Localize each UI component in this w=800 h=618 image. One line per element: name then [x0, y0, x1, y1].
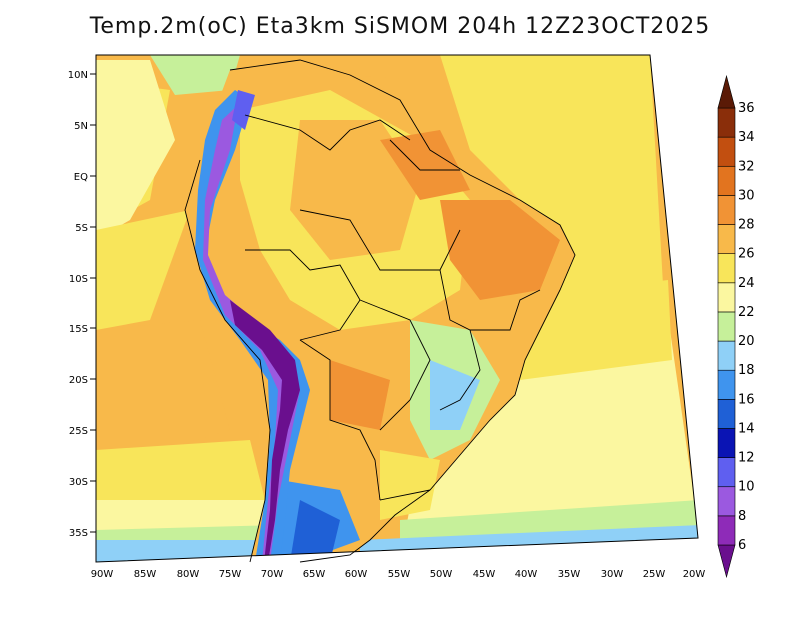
lon-label-50w: 50W [430, 569, 453, 580]
colorbar-swatch [717, 369, 736, 400]
colorbar-swatch [717, 340, 736, 371]
colorbar-label: 28 [738, 218, 755, 233]
lat-label-10s: 10S [69, 274, 88, 285]
lon-label-70w: 70W [261, 569, 284, 580]
colorbar-label: 8 [738, 509, 746, 524]
colorbar-label: 36 [738, 101, 755, 116]
colorbar-label: 26 [738, 247, 755, 262]
lon-label-90w: 90W [91, 569, 114, 580]
lat-label-20s: 20S [69, 375, 88, 386]
colorbar-upper-extension [717, 74, 736, 109]
colorbar-label: 6 [738, 538, 746, 553]
lat-label-5s: 5S [75, 223, 88, 234]
colorbar-swatch [717, 253, 736, 284]
lon-label-60w: 60W [345, 569, 368, 580]
colorbar-swatch [717, 136, 736, 167]
colorbar-label: 10 [738, 480, 755, 495]
lon-label-45w: 45W [473, 569, 496, 580]
colorbar-swatch [717, 195, 736, 225]
colorbar-label: 20 [738, 334, 755, 349]
lat-label-eq: EQ [74, 172, 88, 183]
lat-label-15s: 15S [69, 324, 88, 335]
colorbar-label: 30 [738, 188, 755, 203]
longitude-axis: 90W 85W 80W 75W 70W 65W 60W 55W 50W 45W … [91, 569, 706, 580]
lat-label-35s: 35S [69, 528, 88, 539]
colorbar-label: 12 [738, 451, 755, 466]
colorbar-swatch [717, 486, 736, 517]
colorbar-label: 16 [738, 392, 755, 407]
lon-label-75w: 75W [219, 569, 242, 580]
colorbar-label: 34 [738, 130, 755, 145]
map-field [96, 55, 698, 562]
colorbar-label: 22 [738, 305, 755, 320]
colorbar-label: 14 [738, 421, 755, 436]
lon-label-25w: 25W [643, 569, 666, 580]
latitude-axis: 10N 5N EQ 5S 10S 15S 20S 25S 30S 35S [68, 70, 96, 539]
lat-label-5n: 5N [74, 121, 88, 132]
lon-label-55w: 55W [388, 569, 411, 580]
lon-label-20w: 20W [683, 569, 706, 580]
lat-label-30s: 30S [69, 477, 88, 488]
colorbar-lower-extension [717, 544, 736, 579]
lon-label-80w: 80W [177, 569, 200, 580]
lon-label-30w: 30W [601, 569, 624, 580]
colorbar-label: 32 [738, 159, 755, 174]
colorbar-swatch [717, 311, 736, 342]
lon-label-85w: 85W [134, 569, 157, 580]
colorbar: 6 8 10 12 14 16 18 20 22 24 26 28 30 32 34 36 [717, 74, 755, 579]
colorbar-label: 24 [738, 276, 755, 291]
colorbar-swatch [717, 282, 736, 313]
lon-label-65w: 65W [303, 569, 326, 580]
lon-label-40w: 40W [515, 569, 538, 580]
colorbar-swatch [717, 107, 736, 138]
colorbar-swatch [717, 457, 736, 488]
lon-label-35w: 35W [558, 569, 581, 580]
colorbar-swatch [717, 165, 736, 196]
colorbar-swatch [717, 399, 736, 429]
map-title: Temp.2m(oC) Eta3km SiSMOM 204h 12Z23OCT2… [89, 14, 711, 39]
colorbar-label: 18 [738, 363, 755, 378]
colorbar-swatch [717, 428, 736, 458]
lat-label-10n: 10N [68, 70, 88, 81]
colorbar-swatch [717, 515, 736, 546]
lat-label-25s: 25S [69, 426, 88, 437]
colorbar-swatch [717, 224, 736, 254]
country-borders [184, 59, 576, 563]
